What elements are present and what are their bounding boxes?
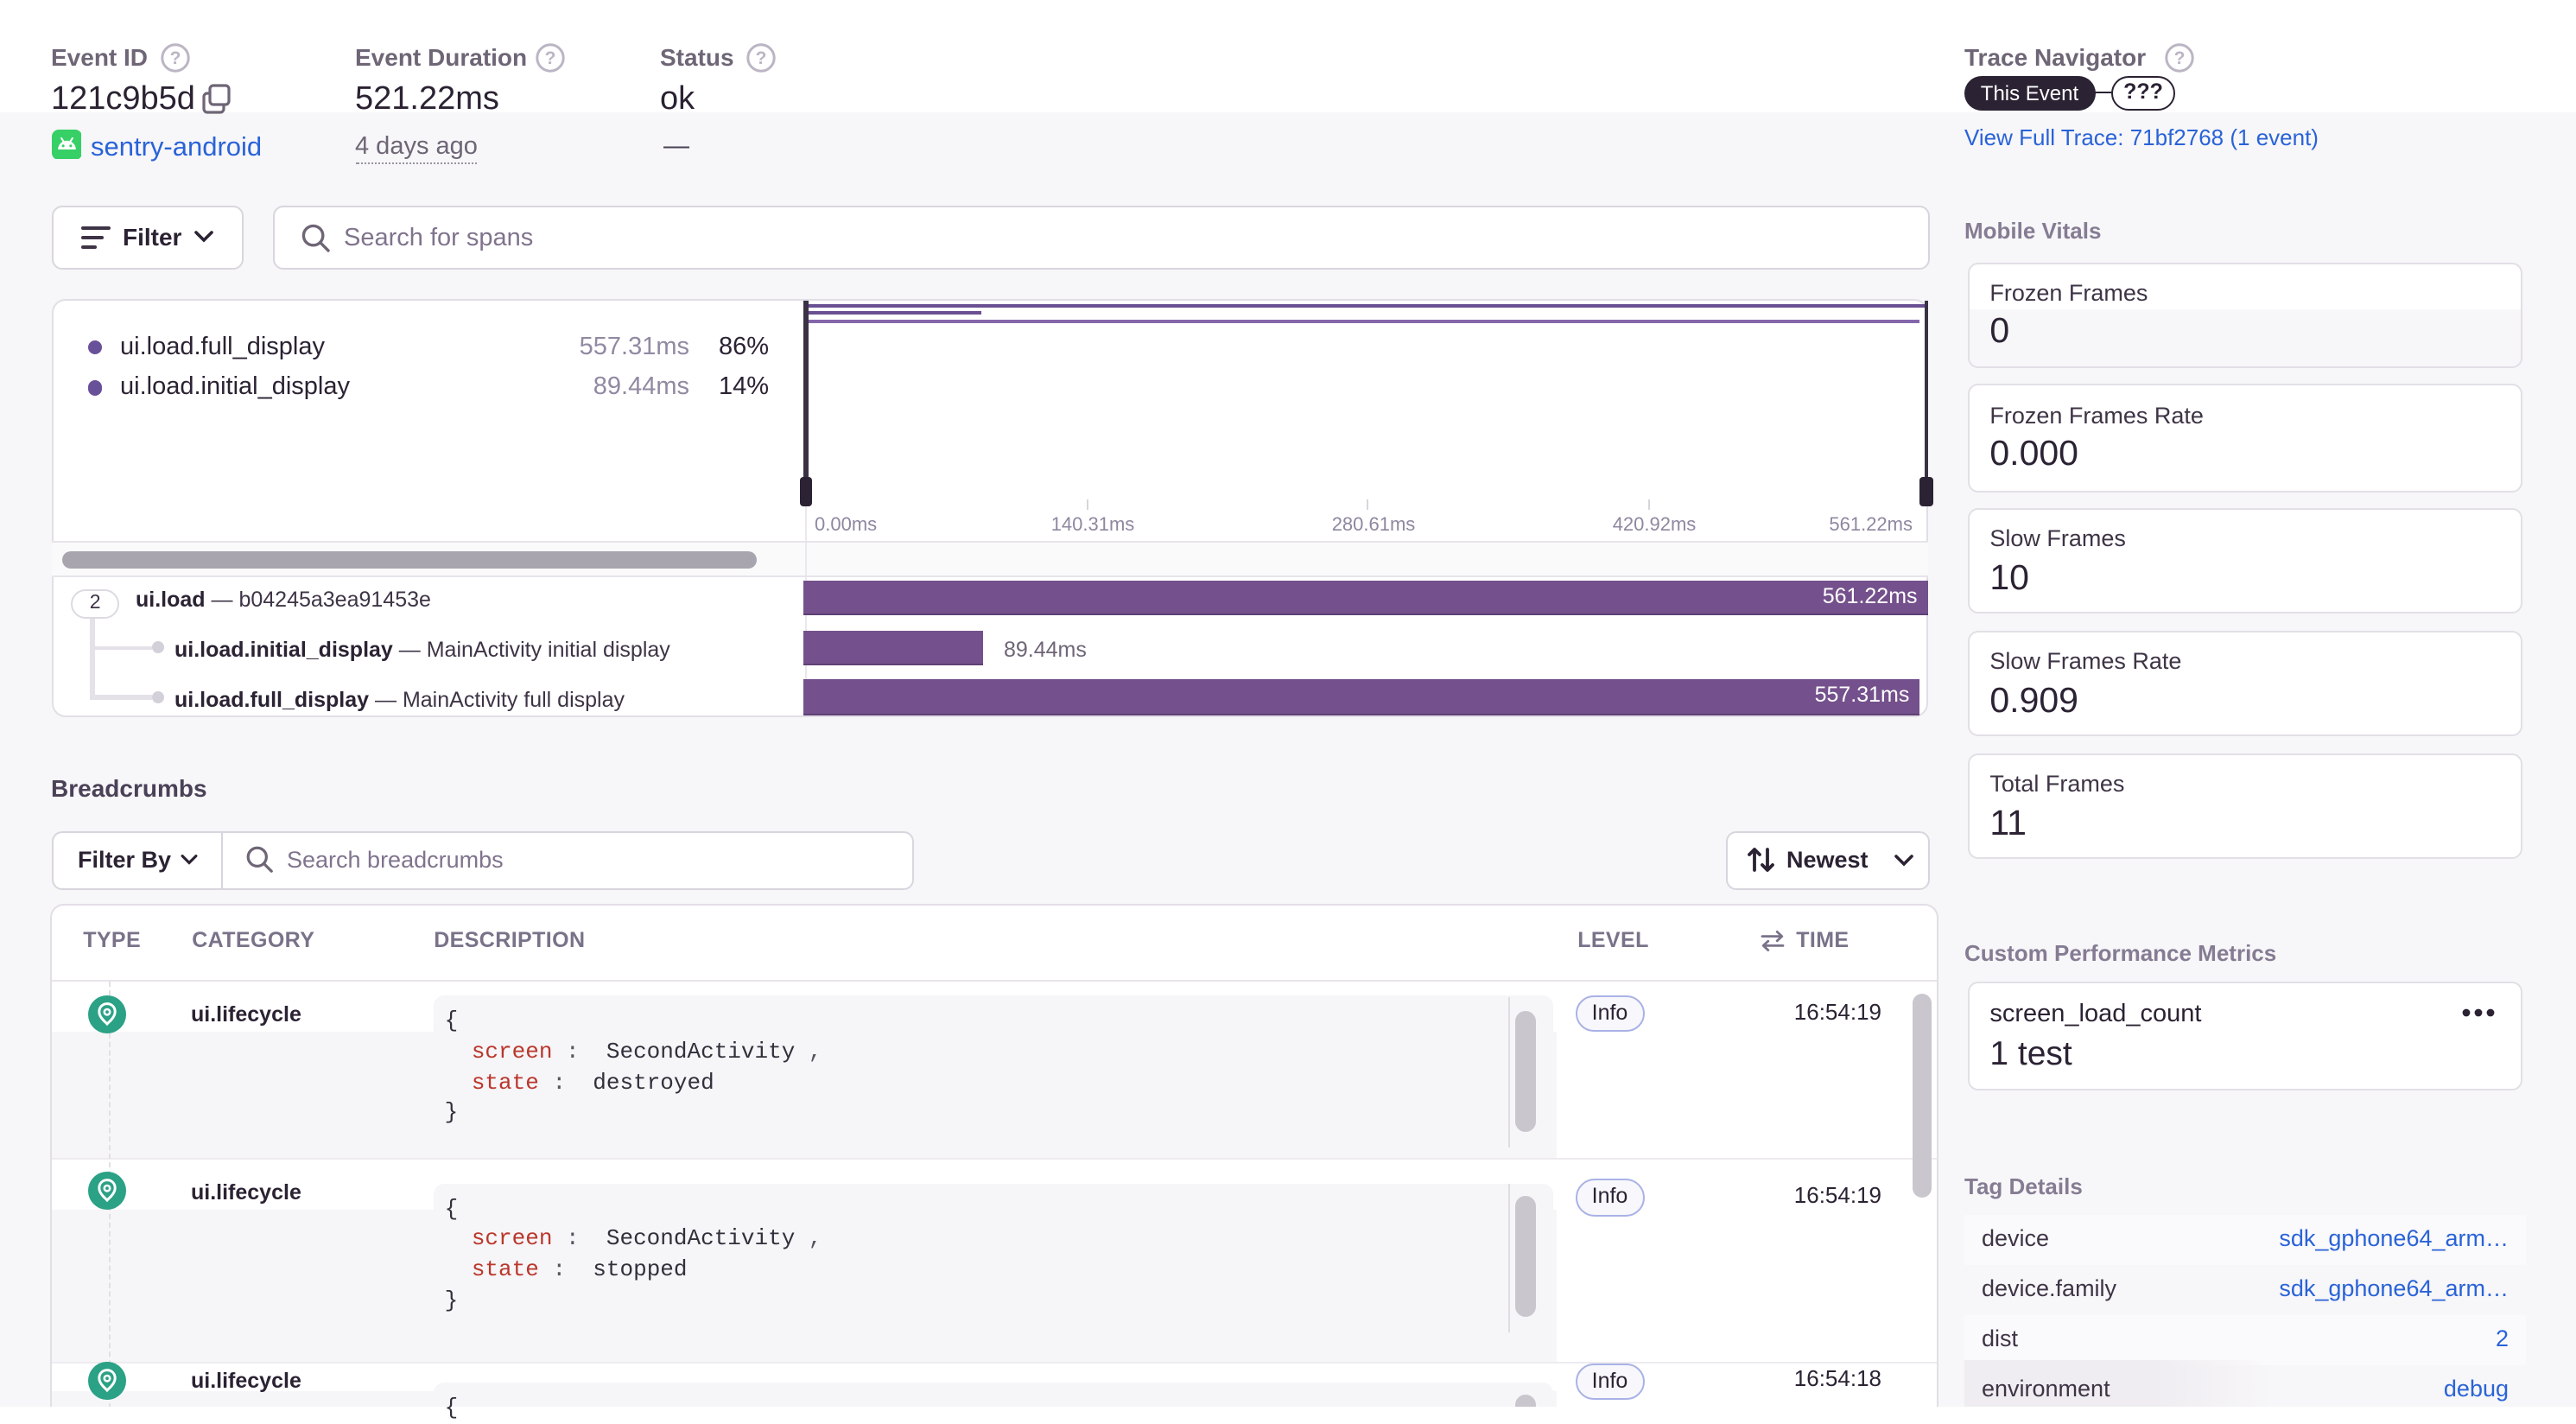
svg-text:?: ? [756, 48, 767, 67]
svg-text:?: ? [545, 48, 556, 67]
svg-text:?: ? [170, 48, 181, 67]
svg-text:?: ? [2174, 48, 2186, 67]
